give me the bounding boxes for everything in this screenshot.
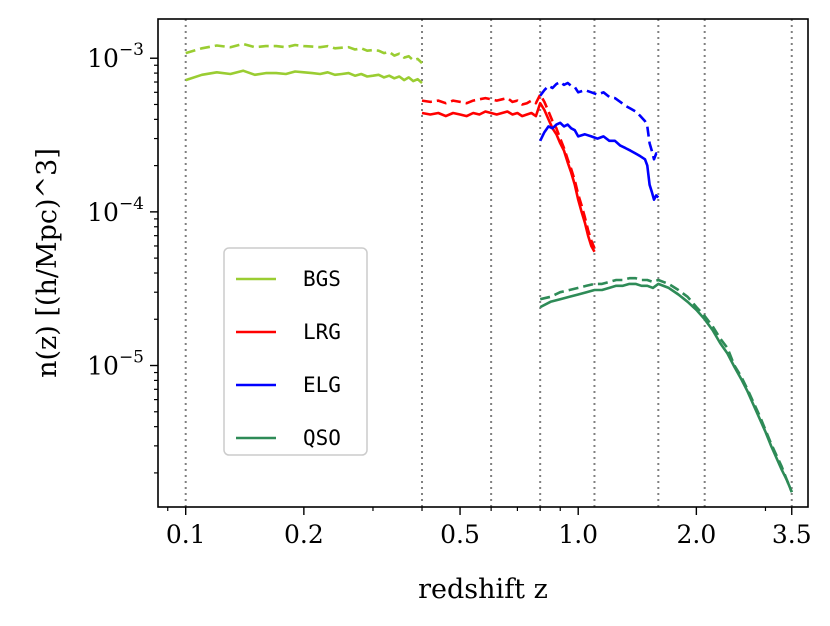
- x-tick-label: 1.0: [558, 520, 598, 549]
- legend-label-bgs: BGS: [303, 267, 341, 291]
- legend-label-elg: ELG: [303, 373, 341, 397]
- y-tick-base: 10: [87, 44, 119, 73]
- elg-dashed-line: [539, 80, 660, 161]
- y-axis-ticks: 10−310−410−5: [87, 40, 158, 474]
- legend-label-lrg: LRG: [303, 320, 341, 344]
- y-tick-exponent: −3: [119, 40, 144, 60]
- x-tick-label: 3.5: [772, 520, 812, 549]
- x-tick-label: 0.2: [284, 520, 324, 549]
- y-tick-label: 10−5: [87, 348, 144, 381]
- x-axis-label: redshift z: [418, 574, 548, 605]
- y-tick-base: 10: [87, 198, 119, 227]
- x-tick-label: 2.0: [676, 520, 716, 549]
- bgs-solid-line: [185, 69, 423, 84]
- qso-dashed-line: [539, 276, 794, 493]
- y-tick-label: 10−3: [87, 40, 144, 73]
- y-tick-base: 10: [87, 352, 119, 381]
- plot-frame: [157, 18, 809, 508]
- y-tick-exponent: −5: [119, 348, 144, 368]
- y-axis-label: n(z) [(h/Mpc)^3]: [32, 148, 63, 378]
- elg-solid-line: [539, 121, 660, 201]
- bgs-dashed-line: [185, 42, 423, 65]
- legend: BGS LRG ELG QSO: [223, 247, 368, 456]
- y-tick-label: 10−4: [87, 194, 144, 227]
- series-lines: [185, 42, 794, 493]
- lrg-dashed-line: [421, 93, 596, 249]
- legend-label-qso: QSO: [303, 426, 341, 450]
- legend-box: [223, 247, 368, 456]
- x-axis-ticks: 0.1 0.2 0.5 1.0 2.0 3.5: [166, 507, 812, 549]
- x-tick-label: 0.5: [440, 520, 480, 549]
- y-tick-exponent: −4: [119, 194, 144, 214]
- x-tick-label: 0.1: [166, 520, 206, 549]
